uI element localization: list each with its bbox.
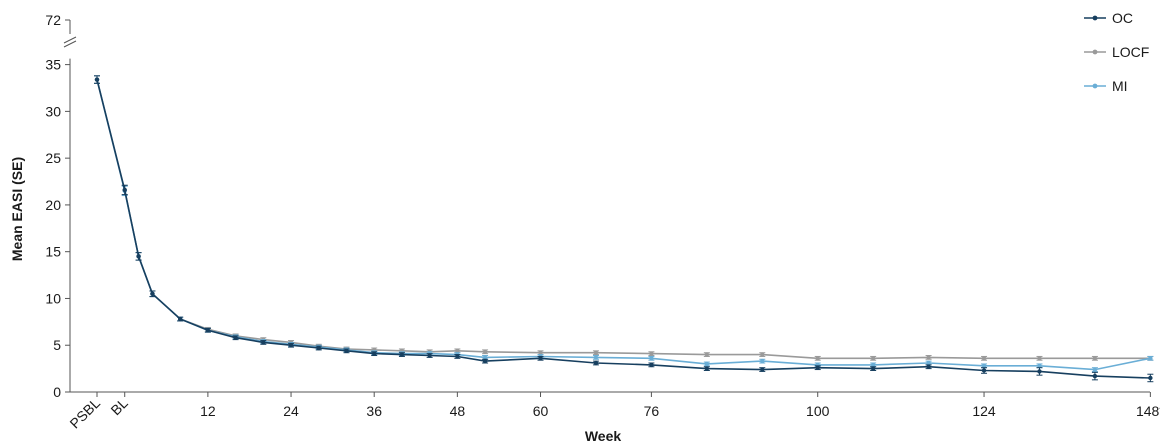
data-point: [760, 367, 765, 372]
x-tick-label: 148*: [1136, 403, 1160, 419]
data-point: [177, 316, 183, 322]
x-tick-label: 36: [366, 403, 382, 419]
data-point: [1037, 356, 1042, 361]
x-axis-title: Week: [585, 428, 622, 444]
data-point: [538, 350, 543, 355]
y-axis-break-mark: [63, 36, 77, 44]
data-point: [593, 355, 599, 360]
y-axis-break-mark: [63, 40, 77, 48]
legend-label: LOCF: [1112, 44, 1149, 60]
y-tick-label: 5: [53, 337, 61, 353]
data-point: [1037, 369, 1042, 374]
data-point: [704, 361, 710, 367]
data-point: [455, 354, 460, 359]
series-line-mi: [96, 79, 1151, 371]
data-point: [94, 77, 100, 82]
y-tick-label: 0: [53, 384, 61, 400]
legend-item-mi: MI: [1084, 78, 1128, 94]
data-point: [649, 362, 654, 368]
data-point: [205, 328, 211, 333]
data-point: [372, 351, 377, 356]
series-mi: [94, 75, 1154, 372]
x-tick-label: BL: [107, 395, 131, 419]
legend-swatch-marker: [1092, 83, 1098, 89]
legend-label: MI: [1112, 78, 1128, 94]
x-tick-label: 124: [972, 403, 996, 419]
data-point: [1037, 363, 1042, 369]
data-point: [593, 350, 599, 355]
x-tick-label: 76: [644, 403, 660, 419]
legend-swatch-marker: [1092, 49, 1098, 55]
data-point: [870, 366, 876, 371]
x-tick-label: 100: [806, 403, 830, 419]
data-point: [760, 352, 765, 357]
data-point: [870, 362, 876, 368]
data-point: [136, 254, 141, 259]
data-point: [870, 356, 876, 361]
x-tick-label: 12: [200, 403, 216, 419]
data-point: [981, 356, 987, 361]
data-point: [399, 352, 405, 357]
data-point: [150, 291, 155, 296]
x-tick-label: 60: [533, 403, 549, 419]
y-tick-label: 35: [45, 57, 61, 73]
data-point: [1148, 356, 1153, 361]
data-point: [649, 351, 654, 356]
data-point: [926, 364, 931, 369]
data-point: [815, 365, 820, 370]
series-line-oc: [96, 79, 1151, 379]
data-point: [981, 368, 987, 373]
series-locf: [94, 75, 1154, 361]
data-point: [1092, 367, 1098, 372]
data-point: [261, 340, 266, 345]
data-point: [482, 349, 488, 354]
data-point: [704, 352, 710, 357]
data-point: [1148, 375, 1153, 381]
y-break-tick-label: 72: [45, 12, 61, 28]
data-point: [760, 358, 765, 364]
data-point: [815, 356, 820, 361]
series-line-locf: [96, 79, 1151, 360]
data-point: [233, 335, 238, 340]
data-point: [427, 353, 432, 358]
y-axis-title: Mean EASI (SE): [9, 157, 25, 261]
data-point: [288, 343, 294, 348]
x-tick-label: PSBL: [66, 395, 103, 432]
data-point: [122, 187, 127, 193]
data-point: [649, 356, 654, 361]
x-tick-label: 48: [450, 403, 466, 419]
x-tick-label: 24: [283, 403, 299, 419]
y-tick-label: 10: [45, 290, 61, 306]
data-point: [926, 355, 931, 360]
y-tick-label: 30: [45, 103, 61, 119]
legend-item-locf: LOCF: [1084, 44, 1149, 60]
legend-label: OC: [1112, 10, 1133, 26]
data-point: [344, 348, 349, 354]
data-point: [1092, 356, 1098, 361]
data-point: [455, 348, 460, 354]
data-point: [1092, 373, 1098, 379]
axes-layer: 0 5 10 15 20 25 30 35 72 PSBL BL 12 24 36 48 60 76 100 124…: [45, 12, 1160, 431]
data-point: [981, 363, 987, 369]
y-tick-label: 25: [45, 150, 61, 166]
data-point: [704, 366, 710, 371]
legend: OC LOCF MI: [1084, 10, 1149, 94]
data-point: [926, 360, 931, 366]
legend-swatch-marker: [1092, 15, 1098, 21]
series-layer: [94, 75, 1154, 383]
data-point: [316, 345, 321, 351]
data-point: [593, 360, 599, 366]
series-oc: [94, 75, 1154, 383]
data-point: [538, 356, 543, 361]
y-tick-label: 15: [45, 244, 61, 260]
legend-item-oc: OC: [1084, 10, 1133, 26]
y-tick-label: 20: [45, 197, 61, 213]
data-point: [482, 358, 488, 364]
data-point: [482, 355, 488, 360]
